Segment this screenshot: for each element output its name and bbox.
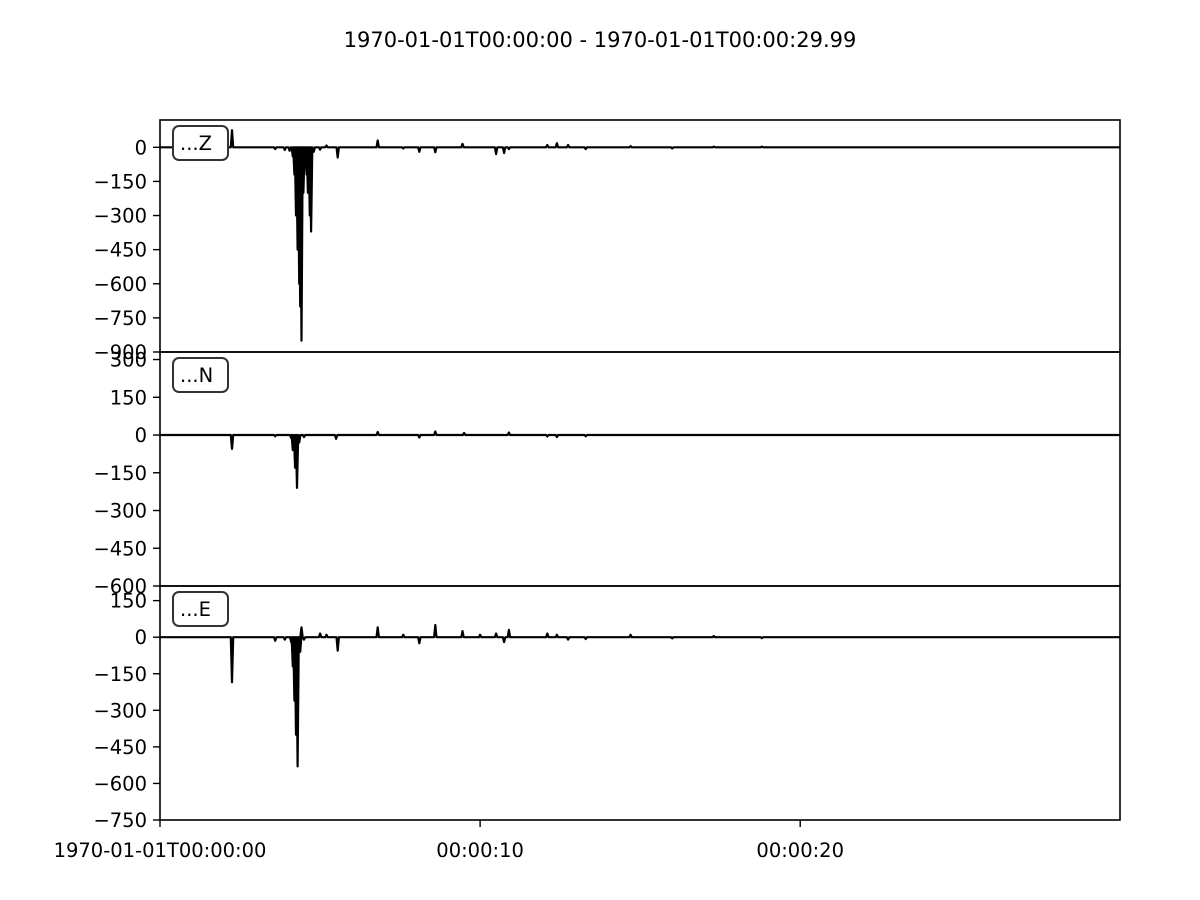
y-tick-label: −600 xyxy=(93,772,147,795)
y-tick-label: −300 xyxy=(93,699,147,722)
y-tick-label: 150 xyxy=(110,386,147,409)
y-tick-label: −900 xyxy=(93,341,147,364)
trace-line xyxy=(160,623,1120,768)
y-tick-label: −300 xyxy=(93,500,147,523)
y-tick-label: −150 xyxy=(93,462,147,485)
channel-label-box xyxy=(172,125,229,161)
y-tick-label: −300 xyxy=(93,205,147,228)
channel-label-text: ...N xyxy=(180,364,213,387)
y-tick-label: −450 xyxy=(93,239,147,262)
trace-panels: 0 −150 −300 −450 −600 −750 −900 ...Z 300 150 0 −150… xyxy=(93,119,1121,832)
y-tick-label: −600 xyxy=(93,273,147,296)
channel-label: ...N xyxy=(172,357,229,393)
channel-label-text: ...Z xyxy=(180,132,212,155)
x-tick-label: 00:00:10 xyxy=(436,839,524,862)
y-tick-label: −600 xyxy=(93,575,147,598)
trace-panel-3: 150 0 −150 −300 −450 −600 −750 ...E xyxy=(93,585,1121,832)
channel-label-text: ...E xyxy=(180,598,211,621)
channel-label-box xyxy=(172,357,229,393)
y-tick-label: 150 xyxy=(110,590,147,613)
chart-title: 1970-01-01T00:00:00 - 1970-01-01T00:00:2… xyxy=(344,28,857,52)
y-tick-label: 0 xyxy=(135,424,147,447)
y-tick-label: −450 xyxy=(93,537,147,560)
channel-label: ...E xyxy=(172,591,229,627)
y-tick-label: −750 xyxy=(93,307,147,330)
y-tick-label: −750 xyxy=(93,809,147,832)
trace-panel-2: 300 150 0 −150 −300 −450 −600 ...N xyxy=(93,349,1121,598)
x-tick-label: 00:00:20 xyxy=(756,839,844,862)
y-tick-label: −450 xyxy=(93,736,147,759)
y-tick-label: −150 xyxy=(93,170,147,193)
y-tick-label: 300 xyxy=(110,349,147,372)
channel-label-box xyxy=(172,591,229,627)
trace-line xyxy=(160,430,1120,489)
y-tick-label: 0 xyxy=(135,136,147,159)
trace-panel-1: 0 −150 −300 −450 −600 −750 −900 ...Z xyxy=(93,119,1121,364)
panel-frame xyxy=(159,585,1121,821)
y-tick-label: 0 xyxy=(135,626,147,649)
y-tick-label: −150 xyxy=(93,663,147,686)
channel-label: ...Z xyxy=(172,125,229,161)
trace-line xyxy=(160,129,1120,342)
x-tick-label: 1970-01-01T00:00:00 xyxy=(54,839,267,862)
x-axis: 1970-01-01T00:00:00 00:00:10 00:00:20 xyxy=(54,820,844,862)
